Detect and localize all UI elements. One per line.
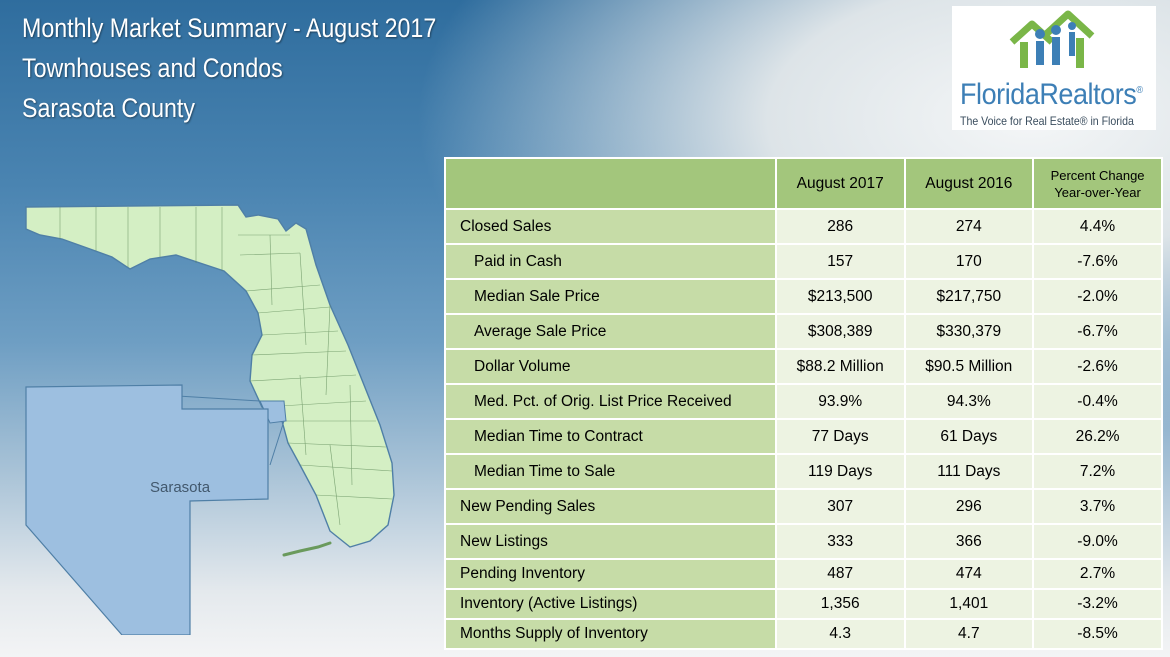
row-label: Med. Pct. of Orig. List Price Received <box>444 383 777 420</box>
cell-aug-2017: 4.3 <box>774 618 906 650</box>
cell-percent-change: 4.4% <box>1032 208 1163 245</box>
table-row: Paid in Cash 157 170 -7.6% <box>444 243 1163 280</box>
florida-state-shape <box>25 204 395 548</box>
cell-aug-2016: 274 <box>903 208 1035 245</box>
cell-aug-2016: 4.7 <box>903 618 1035 650</box>
cell-aug-2016: 170 <box>903 243 1035 280</box>
table-row: Med. Pct. of Orig. List Price Received 9… <box>444 383 1163 420</box>
row-label: Closed Sales <box>444 208 777 245</box>
row-label: Months Supply of Inventory <box>444 618 777 650</box>
florida-realtors-logo: FloridaRealtors® The Voice for Real Esta… <box>952 6 1156 130</box>
table-row: Average Sale Price $308,389 $330,379 -6.… <box>444 313 1163 350</box>
row-label: Median Time to Sale <box>444 453 777 490</box>
cell-percent-change: 7.2% <box>1032 453 1163 490</box>
cell-aug-2017: 487 <box>774 558 906 590</box>
row-label: New Pending Sales <box>444 488 777 525</box>
cell-percent-change: -2.0% <box>1032 278 1163 315</box>
row-label: Average Sale Price <box>444 313 777 350</box>
cell-aug-2016: $330,379 <box>903 313 1035 350</box>
cell-aug-2016: $217,750 <box>903 278 1035 315</box>
cell-aug-2017: 157 <box>774 243 906 280</box>
cell-percent-change: 3.7% <box>1032 488 1163 525</box>
page-title: Monthly Market Summary - August 2017 <box>22 13 437 43</box>
cell-aug-2016: 111 Days <box>903 453 1035 490</box>
cell-aug-2016: 94.3% <box>903 383 1035 420</box>
cell-aug-2016: 61 Days <box>903 418 1035 455</box>
table-row: Dollar Volume $88.2 Million $90.5 Millio… <box>444 348 1163 385</box>
table-header-row: August 2017 August 2016 Percent Change Ye… <box>444 157 1163 210</box>
cell-aug-2017: 1,356 <box>774 588 906 620</box>
cell-percent-change: -7.6% <box>1032 243 1163 280</box>
table-row: New Listings 333 366 -9.0% <box>444 523 1163 560</box>
table-row: Median Time to Contract 77 Days 61 Days … <box>444 418 1163 455</box>
cell-percent-change: -8.5% <box>1032 618 1163 650</box>
cell-aug-2017: 119 Days <box>774 453 906 490</box>
cell-percent-change: -2.6% <box>1032 348 1163 385</box>
page-subtitle-county: Sarasota County <box>22 93 195 123</box>
cell-aug-2017: 333 <box>774 523 906 560</box>
row-label: Paid in Cash <box>444 243 777 280</box>
cell-aug-2017: 77 Days <box>774 418 906 455</box>
florida-county-map <box>25 204 395 635</box>
table-row: New Pending Sales 307 296 3.7% <box>444 488 1163 525</box>
logo-tagline: The Voice for Real Estate® in Florida <box>960 114 1134 128</box>
cell-percent-change: 26.2% <box>1032 418 1163 455</box>
table-row: Pending Inventory 487 474 2.7% <box>444 558 1163 590</box>
row-label: Dollar Volume <box>444 348 777 385</box>
row-label: Inventory (Active Listings) <box>444 588 777 620</box>
county-label: Sarasota <box>150 479 211 496</box>
florida-keys-shape <box>282 541 332 557</box>
table-row: Closed Sales 286 274 4.4% <box>444 208 1163 245</box>
cell-aug-2017: $213,500 <box>774 278 906 315</box>
table-row: Median Time to Sale 119 Days 111 Days 7.… <box>444 453 1163 490</box>
page-subtitle-property-type: Townhouses and Condos <box>22 53 283 83</box>
row-label: New Listings <box>444 523 777 560</box>
header-aug-2017: August 2017 <box>774 157 906 210</box>
cell-percent-change: -6.7% <box>1032 313 1163 350</box>
cell-percent-change: -3.2% <box>1032 588 1163 620</box>
market-summary-table: August 2017 August 2016 Percent Change Ye… <box>444 157 1163 650</box>
table-row: Inventory (Active Listings) 1,356 1,401 … <box>444 588 1163 620</box>
row-label: Median Sale Price <box>444 278 777 315</box>
county-boundaries <box>59 207 393 526</box>
logo-wordmark: FloridaRealtors® <box>960 78 1143 111</box>
cell-aug-2016: 296 <box>903 488 1035 525</box>
header-percent-change: Percent Change Year-over-Year <box>1032 157 1163 210</box>
header-blank <box>444 157 777 210</box>
cell-aug-2016: 474 <box>903 558 1035 590</box>
cell-aug-2016: $90.5 Million <box>903 348 1035 385</box>
cell-aug-2016: 1,401 <box>903 588 1035 620</box>
sarasota-county-inset <box>25 384 269 635</box>
cell-aug-2017: 286 <box>774 208 906 245</box>
cell-aug-2017: $88.2 Million <box>774 348 906 385</box>
cell-aug-2016: 366 <box>903 523 1035 560</box>
houses-people-icon <box>1009 10 1095 68</box>
header-aug-2016: August 2016 <box>903 157 1035 210</box>
cell-percent-change: 2.7% <box>1032 558 1163 590</box>
cell-aug-2017: $308,389 <box>774 313 906 350</box>
cell-aug-2017: 307 <box>774 488 906 525</box>
table-row: Median Sale Price $213,500 $217,750 -2.0… <box>444 278 1163 315</box>
table-row: Months Supply of Inventory 4.3 4.7 -8.5% <box>444 618 1163 650</box>
row-label: Pending Inventory <box>444 558 777 590</box>
title-block: Monthly Market Summary - August 2017 Tow… <box>22 8 504 128</box>
row-label: Median Time to Contract <box>444 418 777 455</box>
cell-aug-2017: 93.9% <box>774 383 906 420</box>
cell-percent-change: -9.0% <box>1032 523 1163 560</box>
cell-percent-change: -0.4% <box>1032 383 1163 420</box>
